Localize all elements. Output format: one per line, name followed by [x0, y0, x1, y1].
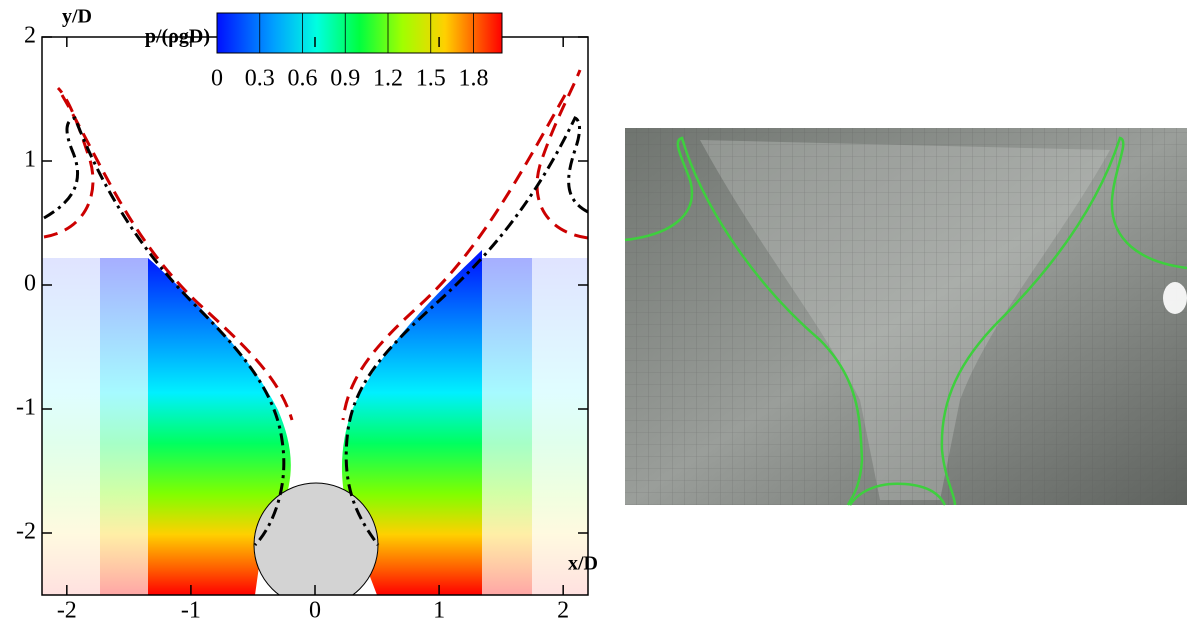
colorbar-tick-label: 1.5: [416, 66, 446, 92]
x-tick-label: -2: [57, 598, 77, 624]
photo: [624, 128, 1187, 506]
y-tick-label: 0: [24, 271, 36, 297]
y-tick-label: 2: [24, 23, 36, 49]
colorbar-tick-label: 0.6: [288, 66, 318, 92]
x-tick-label: 1: [433, 598, 445, 624]
y-tick-label: 1: [24, 147, 36, 173]
colorbar-tick-label: 0.3: [245, 66, 275, 92]
y-axis-label: y/D: [62, 6, 92, 28]
colorbar-tick-label: 1.8: [459, 66, 489, 92]
colorbar-tick-label: 1.2: [373, 66, 403, 92]
x-tick-label: 2: [557, 598, 569, 624]
colorbar-tick-label: 0: [211, 66, 223, 92]
x-tick-label: 0: [309, 598, 321, 624]
x-tick-label: -1: [181, 598, 201, 624]
y-tick-label: -1: [16, 395, 36, 421]
contour-field: [42, 69, 588, 595]
x-axis-label: x/D: [568, 553, 598, 575]
colorbar-label: p/(ρgD): [145, 26, 210, 48]
colorbar-tick-label: 0.9: [330, 66, 360, 92]
y-tick-label: -2: [16, 519, 36, 545]
colorbar: [216, 12, 503, 54]
